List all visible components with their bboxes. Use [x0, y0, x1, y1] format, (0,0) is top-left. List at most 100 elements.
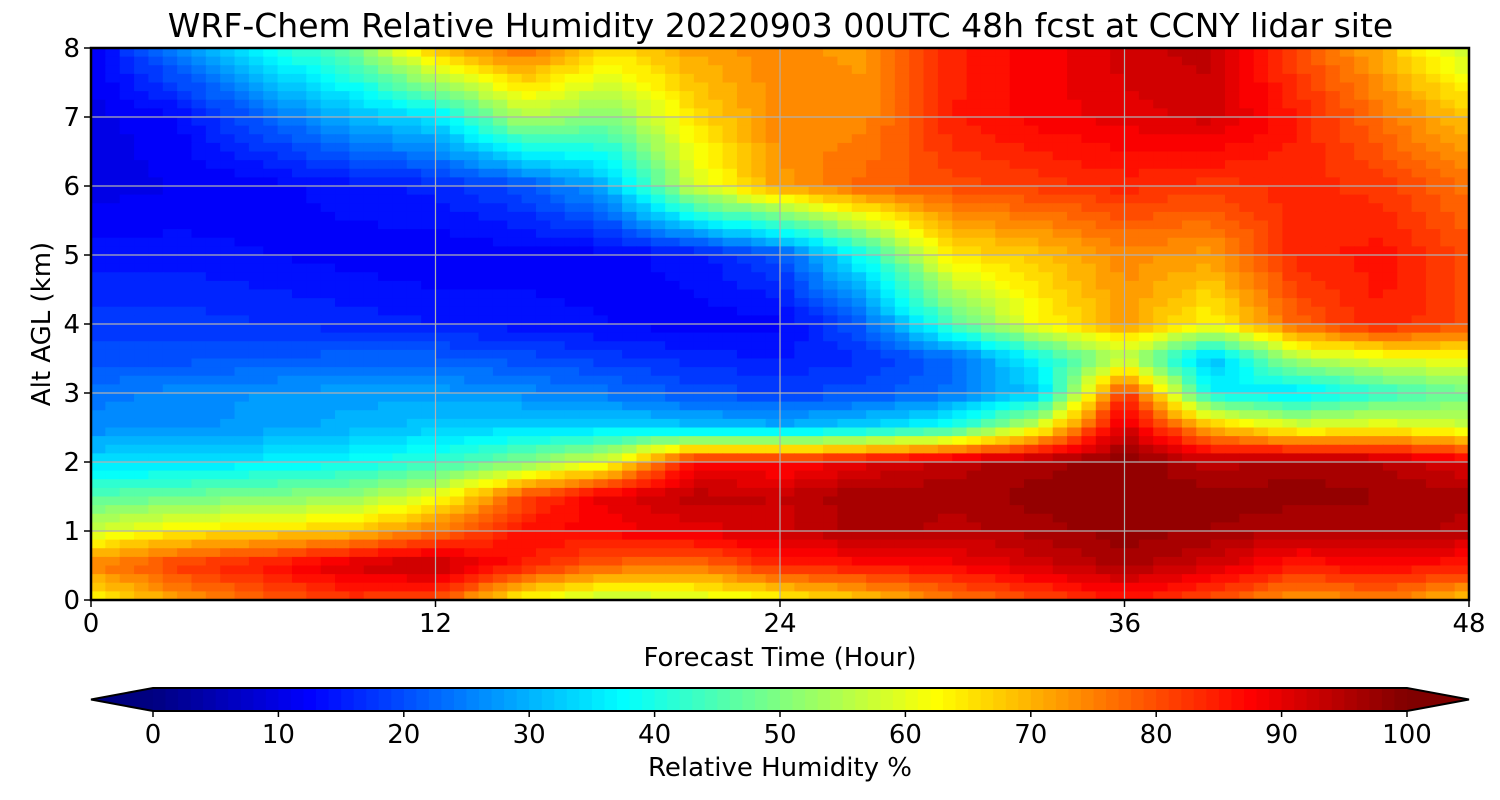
rh-cell [492, 246, 508, 256]
rh-cell [1081, 358, 1097, 368]
rh-cell [593, 246, 609, 256]
rh-cell [579, 263, 594, 273]
rh-cell [277, 177, 293, 187]
rh-cell [1425, 91, 1441, 101]
rh-cell [1311, 168, 1327, 178]
rh-cell [751, 65, 767, 75]
rh-cell [363, 73, 379, 84]
rh-cell [708, 384, 724, 394]
rh-cell [1411, 91, 1427, 101]
rh-cell [579, 358, 594, 368]
rh-cell [220, 436, 236, 446]
rh-cell [1425, 272, 1441, 282]
rh-cell [1052, 453, 1068, 463]
rh-cell [909, 125, 925, 135]
rh-cell [291, 263, 307, 273]
rh-cell [1339, 263, 1355, 273]
rh-cell [1095, 82, 1111, 92]
rh-cell [191, 367, 207, 377]
rh-cell [851, 211, 867, 222]
rh-cell [105, 263, 121, 273]
rh-cell [1425, 462, 1441, 472]
rh-cell [550, 203, 566, 213]
rh-cell [995, 418, 1011, 429]
rh-cell [636, 82, 652, 92]
rh-cell [478, 91, 494, 101]
rh-cell [1268, 418, 1283, 429]
rh-cell [234, 237, 250, 247]
rh-cell [1052, 203, 1068, 213]
rh-cell [679, 246, 695, 256]
rh-cell [1210, 479, 1226, 489]
rh-cell [320, 56, 336, 66]
rh-cell [937, 194, 953, 204]
rh-cell [1354, 487, 1370, 498]
rh-cell [751, 358, 767, 368]
rh-cell [134, 332, 150, 342]
rh-cell [1397, 358, 1413, 368]
rh-cell [1454, 211, 1470, 222]
rh-cell [1124, 125, 1140, 135]
rh-cell [1368, 358, 1384, 368]
rh-cell [1339, 160, 1355, 170]
rh-cell [794, 306, 810, 316]
rh-cell [622, 410, 638, 420]
rh-cell [162, 272, 178, 282]
rh-cell [464, 462, 480, 472]
rh-cell [550, 82, 566, 92]
rh-cell [622, 91, 638, 101]
rh-cell [191, 194, 207, 204]
rh-cell [1196, 436, 1212, 446]
rh-cell [980, 168, 996, 178]
rh-cell [1081, 436, 1097, 446]
rh-cell [1067, 367, 1083, 377]
rh-cell [220, 401, 236, 411]
rh-cell [363, 289, 379, 299]
rh-cell [1081, 332, 1097, 342]
rh-cell [622, 280, 638, 291]
rh-cell [708, 246, 724, 256]
rh-cell [1239, 186, 1255, 196]
rh-cell [1167, 367, 1183, 377]
rh-cell [966, 194, 982, 204]
rh-cell [1325, 341, 1341, 351]
rh-cell [708, 427, 724, 437]
rh-cell [1454, 117, 1470, 127]
rh-cell [1440, 91, 1456, 101]
rh-cell [105, 427, 121, 437]
rh-cell [492, 177, 508, 187]
rh-cell [349, 401, 365, 411]
rh-cell [622, 401, 638, 411]
rh-cell [1052, 479, 1068, 489]
rh-cell [736, 470, 752, 480]
rh-cell [952, 315, 968, 325]
rh-cell [1382, 358, 1398, 368]
rh-cell [507, 367, 523, 377]
rh-cell [1124, 418, 1140, 429]
rh-cell [1397, 280, 1413, 291]
rh-cell [220, 194, 236, 204]
rh-cell [478, 99, 494, 109]
rh-cell [909, 418, 925, 429]
rh-cell [349, 194, 365, 204]
rh-cell [780, 134, 795, 144]
rh-cell [1339, 246, 1355, 256]
rh-cell [1224, 134, 1240, 144]
rh-cell [952, 367, 968, 377]
rh-cell [808, 237, 824, 247]
rh-cell [1397, 151, 1413, 161]
rh-cell [119, 384, 135, 394]
rh-cell [162, 151, 178, 161]
rh-cell [1024, 160, 1039, 170]
rh-cell [923, 470, 939, 480]
rh-cell [478, 453, 494, 463]
rh-cell [1024, 349, 1039, 360]
rh-cell [1052, 436, 1068, 446]
rh-cell [191, 436, 207, 446]
rh-cell [205, 82, 221, 92]
rh-cell [751, 324, 767, 334]
rh-cell [1153, 470, 1169, 480]
rh-cell [378, 73, 394, 84]
rh-cell [134, 168, 150, 178]
rh-cell [708, 211, 724, 222]
